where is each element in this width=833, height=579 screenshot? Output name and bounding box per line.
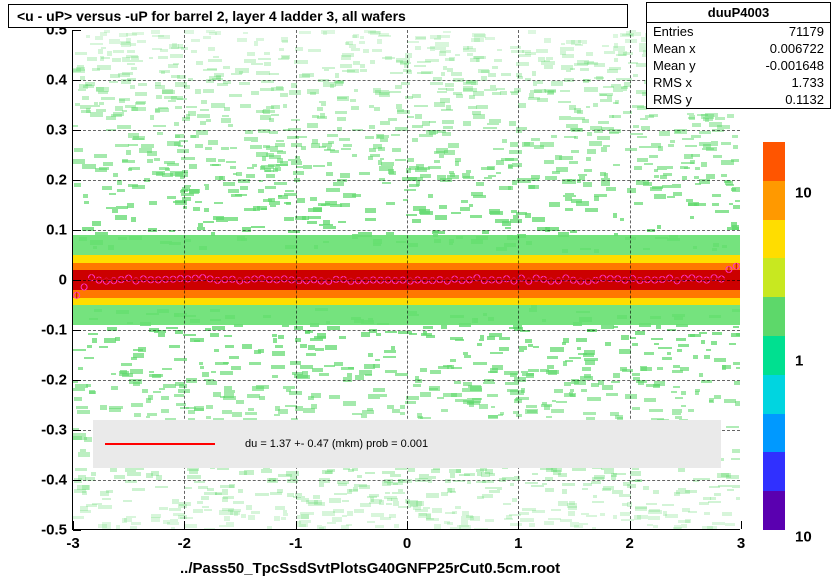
x-tick-label: -3 (66, 529, 79, 552)
footer-filename: ../Pass50_TpcSsdSvtPlotsG40GNFP25rCut0.5… (180, 560, 560, 577)
y-tick-label: 0 (59, 272, 73, 289)
legend-line (105, 443, 215, 445)
x-tick-label: -1 (289, 529, 302, 552)
y-tick-label: -0.4 (41, 472, 73, 489)
colorbar: 10110 (763, 142, 785, 530)
stats-box: duuP4003 Entries71179Mean x0.006722Mean … (646, 2, 831, 109)
y-tick-label: -0.1 (41, 322, 73, 339)
x-tick-label: 0 (403, 529, 411, 552)
plot-area: -0.5-0.4-0.3-0.2-0.100.10.20.30.40.5-3-2… (72, 30, 740, 530)
y-tick-label: -0.3 (41, 422, 73, 439)
y-tick-label: 0.1 (46, 222, 73, 239)
colorbar-tick: 10 (785, 184, 812, 201)
y-tick-label: 0.4 (46, 72, 73, 89)
x-tick-label: 2 (625, 529, 633, 552)
stats-row: RMS x1.733 (647, 74, 830, 91)
stats-row: Mean y-0.001648 (647, 57, 830, 74)
colorbar-tick: 10 (785, 528, 812, 545)
x-tick-label: -2 (178, 529, 191, 552)
chart-title: <u - uP> versus -uP for barrel 2, layer … (8, 4, 628, 28)
colorbar-tick: 1 (785, 353, 803, 370)
y-tick-label: -0.2 (41, 372, 73, 389)
x-tick-label: 1 (514, 529, 522, 552)
stats-title: duuP4003 (647, 3, 830, 23)
y-tick-label: 0.2 (46, 172, 73, 189)
y-tick-label: 0.3 (46, 122, 73, 139)
stats-row: Mean x0.006722 (647, 40, 830, 57)
chart-container: <u - uP> versus -uP for barrel 2, layer … (0, 0, 833, 579)
stats-row: Entries71179 (647, 23, 830, 40)
stats-row: RMS y0.1132 (647, 91, 830, 108)
legend-box: du = 1.37 +- 0.47 (mkm) prob = 0.001 (93, 420, 721, 468)
legend-text: du = 1.37 +- 0.47 (mkm) prob = 0.001 (245, 438, 428, 450)
x-tick-label: 3 (737, 529, 745, 552)
